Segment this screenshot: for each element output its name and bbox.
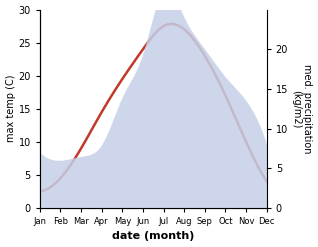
Y-axis label: med. precipitation
(kg/m2): med. precipitation (kg/m2) xyxy=(291,64,313,153)
X-axis label: date (month): date (month) xyxy=(112,231,194,242)
Y-axis label: max temp (C): max temp (C) xyxy=(5,75,16,143)
